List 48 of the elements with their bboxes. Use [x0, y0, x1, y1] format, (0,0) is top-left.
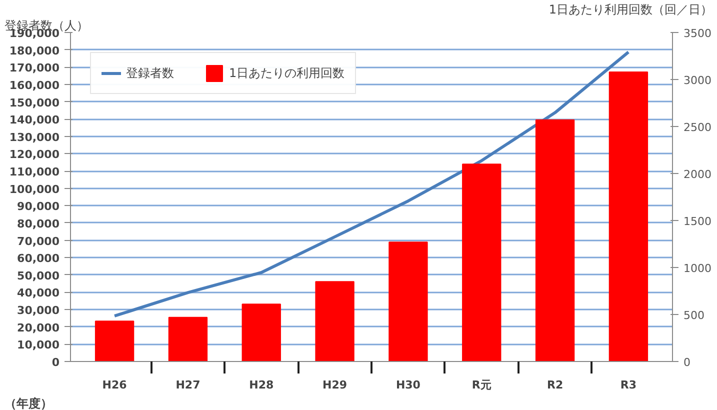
y2-tick-label: 2500 — [684, 121, 712, 134]
y2-tick-label: 500 — [684, 309, 704, 322]
y-tick-label: 110,000 — [9, 166, 60, 179]
y-tick-label: 20,000 — [17, 321, 60, 334]
bar — [94, 320, 134, 362]
bar — [535, 119, 575, 362]
y-tick-label: 100,000 — [9, 182, 60, 196]
y-tick-label: 180,000 — [9, 44, 60, 58]
y-tick-label: 90,000 — [17, 200, 60, 214]
y2-axis-title: 1日あたり利用回数（回／日） — [548, 2, 713, 16]
y-tick-label: 140,000 — [9, 114, 60, 127]
y-tick-label: 0 — [52, 356, 60, 369]
y2-tick-label: 1000 — [684, 262, 712, 275]
x-tick-label: H29 — [322, 378, 348, 392]
bar — [315, 281, 354, 362]
y-tick-label: 60,000 — [17, 252, 60, 266]
y-tick-label: 70,000 — [17, 234, 60, 248]
y-tick-label: 120,000 — [9, 148, 60, 162]
y-tick-label: 40,000 — [17, 286, 60, 300]
x-tick-label: R元 — [472, 378, 492, 392]
y-tick-label: 10,000 — [17, 338, 60, 352]
legend-label: 1日あたりの利用回数 — [229, 64, 345, 82]
y2-tick-label: 0 — [684, 356, 690, 369]
bar — [462, 164, 502, 362]
y-tick-label: 30,000 — [17, 304, 60, 318]
bar — [242, 304, 281, 362]
y2-tick-label: 3000 — [684, 74, 712, 87]
x-tick-label: R2 — [546, 378, 564, 392]
y2-tick-label: 3500 — [684, 27, 712, 40]
line-series — [113, 50, 630, 318]
bar — [168, 316, 208, 362]
x-tick-label: H26 — [102, 378, 128, 392]
y-tick-label: 50,000 — [17, 269, 60, 282]
y-tick-label: 150,000 — [9, 96, 60, 110]
y-tick-label: 80,000 — [17, 217, 60, 230]
x-tick-label: H30 — [396, 378, 421, 392]
y2-tick-label: 2000 — [684, 168, 712, 181]
x-axis-title: （年度） — [4, 396, 52, 410]
bar — [388, 242, 428, 362]
legend-label: 登録者数 — [126, 64, 174, 82]
y2-tick-label: 1500 — [684, 215, 712, 228]
y-tick-label: 170,000 — [9, 62, 60, 75]
bar — [608, 71, 648, 362]
x-tick-label: H27 — [176, 378, 200, 392]
y-tick-label: 160,000 — [9, 78, 60, 92]
y-tick-label: 130,000 — [9, 130, 60, 144]
x-tick-label: H28 — [249, 378, 274, 392]
x-tick-label: R3 — [620, 378, 637, 392]
